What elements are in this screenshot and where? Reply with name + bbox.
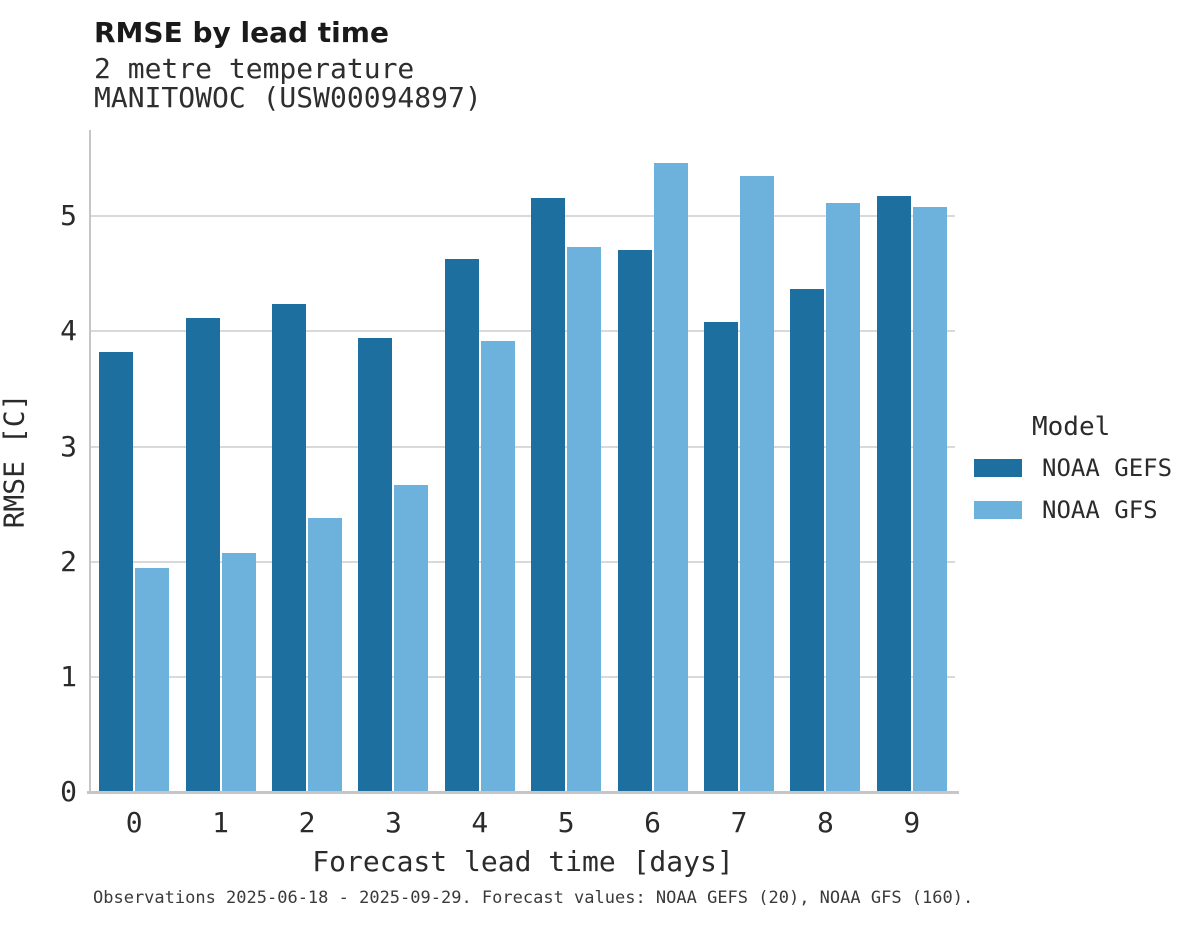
bar-noaa-gfs-lead-1 [221, 552, 256, 792]
bar-noaa-gefs-lead-8 [790, 288, 825, 792]
bar-noaa-gfs-lead-2 [308, 518, 342, 792]
chart-subtitle-variable: 2 metre temperature [94, 52, 415, 85]
bar-noaa-gefs-lead-6 [617, 249, 652, 792]
caption: Observations 2025-06-18 - 2025-09-29. Fo… [93, 888, 974, 908]
bar-noaa-gfs-lead-9 [912, 207, 947, 792]
x-tick-label-4: 4 [471, 806, 489, 839]
bar-noaa-gefs-lead-2 [272, 303, 306, 792]
y-axis-label: RMSE [C] [0, 393, 31, 529]
y-tick-label-5: 5 [60, 199, 77, 233]
x-tick-label-6: 6 [644, 806, 662, 839]
x-tick-label-7: 7 [730, 806, 748, 839]
legend-label-noaa-gefs: NOAA GEFS [1042, 454, 1173, 482]
x-tick-label-2: 2 [298, 806, 316, 839]
x-tick-label-8: 8 [816, 806, 834, 839]
chart-subtitle-station: MANITOWOC (USW00094897) [94, 81, 482, 114]
x-axis-spine [87, 791, 959, 794]
bar-noaa-gefs-lead-0 [99, 352, 134, 792]
y-tick-label-3: 3 [60, 429, 77, 463]
y-tick-label-1: 1 [60, 659, 77, 693]
legend-swatch-noaa-gefs [974, 459, 1022, 477]
x-tick-label-9: 9 [903, 806, 921, 839]
legend: Model NOAA GEFS NOAA GFS [970, 412, 1190, 538]
bar-noaa-gefs-lead-4 [444, 258, 479, 792]
y-axis-spine [89, 130, 91, 792]
x-tick-label-3: 3 [384, 806, 402, 839]
bar-noaa-gfs-lead-8 [826, 202, 861, 792]
bar-noaa-gfs-lead-7 [740, 176, 774, 792]
y-tick-label-4: 4 [60, 314, 77, 348]
bar-noaa-gefs-lead-1 [185, 317, 220, 792]
legend-item-noaa-gefs: NOAA GEFS [970, 454, 1190, 482]
plot-area [87, 130, 959, 794]
legend-label-noaa-gfs: NOAA GFS [1042, 496, 1158, 524]
y-tick-label-2: 2 [60, 544, 77, 578]
legend-item-noaa-gfs: NOAA GFS [970, 496, 1190, 524]
bar-noaa-gfs-lead-4 [480, 340, 515, 792]
x-tick-label-1: 1 [212, 806, 230, 839]
chart-title: RMSE by lead time [94, 16, 389, 49]
bar-noaa-gefs-lead-9 [876, 195, 911, 792]
bar-noaa-gfs-lead-5 [567, 247, 602, 792]
gridline-y-1 [91, 675, 955, 678]
bar-noaa-gfs-lead-6 [653, 163, 688, 792]
gridline-y-2 [91, 560, 955, 563]
gridline-y-3 [91, 445, 955, 448]
bar-noaa-gefs-lead-3 [358, 338, 393, 792]
x-tick-label-5: 5 [557, 806, 575, 839]
legend-swatch-noaa-gfs [974, 501, 1022, 519]
bar-noaa-gefs-lead-7 [704, 322, 738, 792]
bar-noaa-gefs-lead-5 [531, 197, 566, 792]
gridline-y-4 [91, 330, 955, 333]
x-axis-label: Forecast lead time [days] [312, 845, 734, 878]
bar-noaa-gfs-lead-0 [135, 567, 170, 792]
legend-title: Model [1032, 412, 1111, 442]
x-tick-label-0: 0 [125, 806, 143, 839]
bar-noaa-gfs-lead-3 [394, 484, 429, 792]
gridline-y-5 [91, 215, 955, 218]
y-tick-label-0: 0 [60, 775, 77, 808]
